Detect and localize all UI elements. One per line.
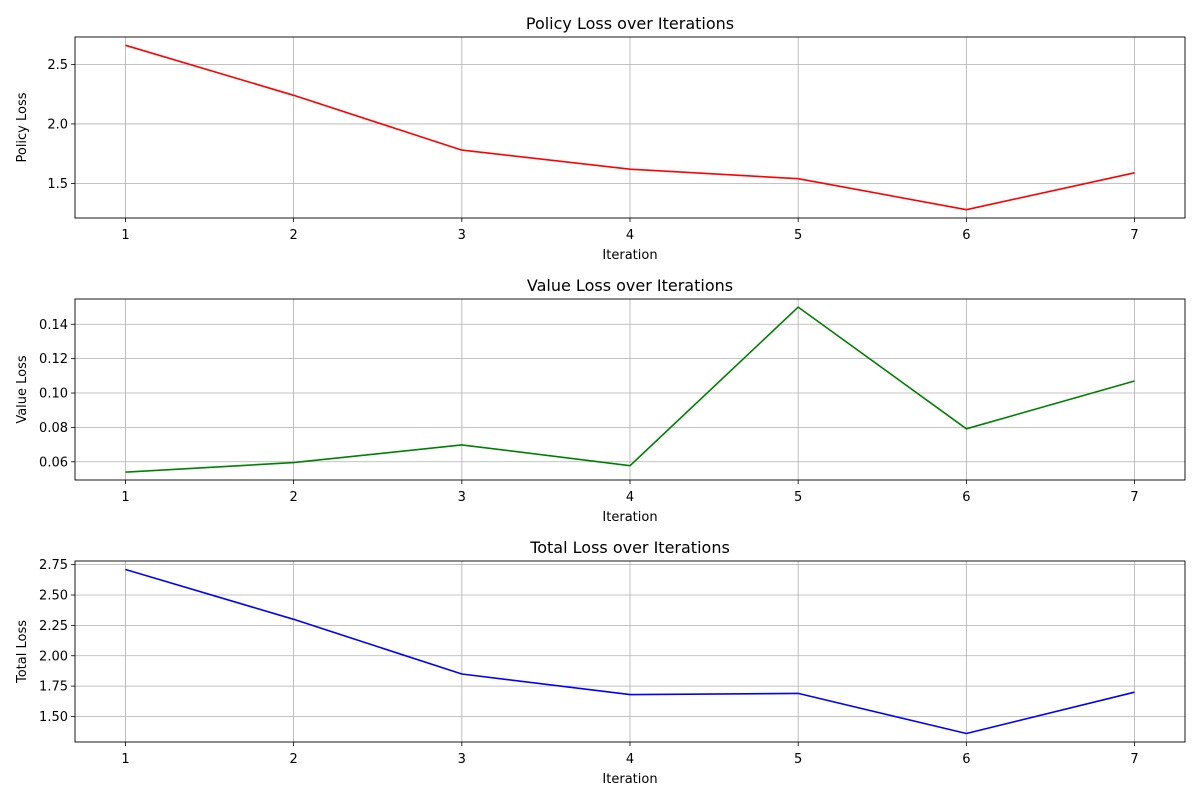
data-point <box>1132 690 1137 695</box>
chart-title: Value Loss over Iterations <box>527 276 733 295</box>
data-point <box>628 692 633 697</box>
y-tick-label: 1.75 <box>39 680 68 695</box>
data-point <box>796 176 801 181</box>
y-tick-label: 0.12 <box>39 352 68 367</box>
data-point <box>123 567 128 572</box>
subplot-1: 1 2 3 4 5 6 7 1.5 2.0 2.5 Policy Loss over Iterati… <box>15 14 1186 263</box>
y-tick-label: 2.00 <box>39 649 68 664</box>
x-tick-label: 5 <box>794 228 802 243</box>
series-line <box>125 306 1135 473</box>
y-tick-label: 2.25 <box>39 619 68 634</box>
data-point <box>291 460 296 465</box>
data-point <box>459 442 464 447</box>
x-axis-label: Iteration <box>602 248 657 263</box>
data-point <box>796 305 801 310</box>
data-point <box>964 207 969 212</box>
x-tick-label: 3 <box>458 228 466 243</box>
data-point <box>1132 378 1137 383</box>
x-tick-label: 7 <box>1130 752 1138 767</box>
y-tick-label: 2.5 <box>47 58 68 73</box>
x-tick-label: 3 <box>458 752 466 767</box>
x-tick-label: 5 <box>794 752 802 767</box>
data-point <box>964 426 969 431</box>
x-tick-label: 2 <box>289 490 297 505</box>
data-point <box>964 731 969 736</box>
chart-title: Total Loss over Iterations <box>529 538 730 557</box>
y-tick-label: 1.50 <box>39 710 68 725</box>
y-tick-label: 2.75 <box>39 558 68 573</box>
data-point <box>291 617 296 622</box>
x-tick-label: 3 <box>458 490 466 505</box>
x-tick-label: 4 <box>626 490 634 505</box>
x-tick-label: 7 <box>1130 490 1138 505</box>
series-line <box>125 44 1135 211</box>
y-tick-label: 0.06 <box>39 455 68 470</box>
y-axis-label: Value Loss <box>15 355 30 424</box>
subplot-3: 1 2 3 4 5 6 7 1.50 1.75 2.00 2.25 2.50 2.75 Total Los… <box>15 538 1186 787</box>
data-point <box>628 167 633 172</box>
subplot-2: 1 2 3 4 5 6 7 0.06 0.08 0.10 0.12 0.14 Value Loss ov… <box>15 276 1186 525</box>
y-tick-label: 1.5 <box>47 177 68 192</box>
x-tick-label: 5 <box>794 490 802 505</box>
data-point <box>459 148 464 153</box>
x-tick-label: 4 <box>626 752 634 767</box>
x-tick-label: 2 <box>289 228 297 243</box>
y-axis-label: Policy Loss <box>15 92 30 162</box>
y-axis-label: Total Loss <box>15 620 30 684</box>
y-tick-label: 0.14 <box>39 318 68 333</box>
axes-frame <box>74 560 1186 743</box>
data-point <box>459 671 464 676</box>
data-point <box>1132 170 1137 175</box>
y-tick-label: 2.0 <box>47 117 68 132</box>
x-tick-label: 6 <box>962 752 970 767</box>
series-line <box>125 568 1135 735</box>
data-point <box>123 43 128 48</box>
data-point <box>796 691 801 696</box>
x-tick-label: 1 <box>121 752 129 767</box>
x-tick-label: 1 <box>121 490 129 505</box>
x-axis-label: Iteration <box>602 772 657 787</box>
x-tick-label: 6 <box>962 228 970 243</box>
x-tick-label: 1 <box>121 228 129 243</box>
axes-frame <box>74 298 1186 481</box>
x-tick-label: 2 <box>289 752 297 767</box>
y-tick-label: 0.08 <box>39 421 68 436</box>
axes-frame <box>74 36 1186 219</box>
data-point <box>628 463 633 468</box>
x-axis-label: Iteration <box>602 510 657 525</box>
data-point <box>123 470 128 475</box>
chart-title: Policy Loss over Iterations <box>526 14 734 33</box>
data-point <box>291 93 296 98</box>
x-tick-label: 6 <box>962 490 970 505</box>
y-tick-label: 0.10 <box>39 387 68 402</box>
y-tick-label: 2.50 <box>39 589 68 604</box>
x-tick-label: 4 <box>626 228 634 243</box>
x-tick-label: 7 <box>1130 228 1138 243</box>
